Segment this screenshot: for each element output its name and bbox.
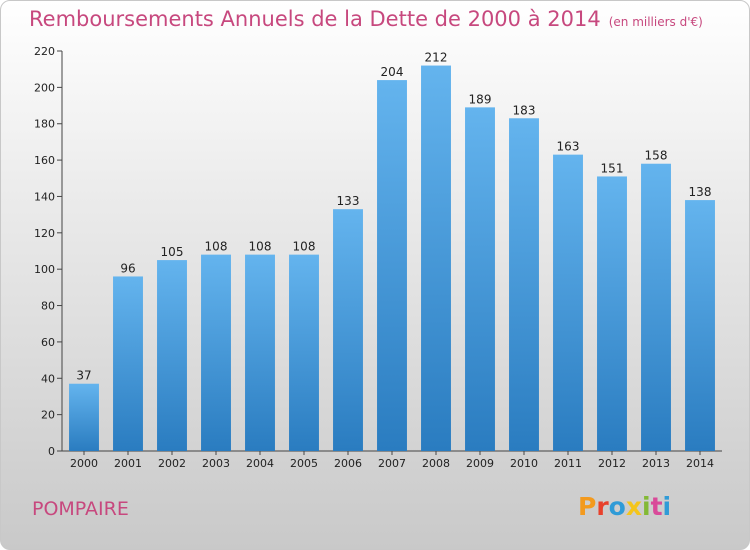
bar-2001 <box>113 276 143 451</box>
bar-2004 <box>245 254 275 451</box>
x-tick-label-2005: 2005 <box>290 457 318 470</box>
data-label-2002: 105 <box>161 245 184 259</box>
chart-title: Remboursements Annuels de la Dette de 20… <box>29 7 703 31</box>
bar-2009 <box>465 107 495 451</box>
bar-2013 <box>641 163 671 451</box>
y-tick-label: 220 <box>34 45 55 58</box>
bar-2011 <box>553 154 583 452</box>
commune-name: POMPAIRE <box>32 498 129 520</box>
y-tick-label: 100 <box>34 263 55 276</box>
logo-letter: o <box>608 492 626 521</box>
data-label-2003: 108 <box>205 240 228 254</box>
data-label-2014: 138 <box>689 185 712 199</box>
bar-2005 <box>289 254 319 451</box>
logo-letter: x <box>625 492 642 521</box>
y-tick-label: 60 <box>41 336 55 349</box>
x-tick-label-2008: 2008 <box>422 457 450 470</box>
data-label-2007: 204 <box>381 65 404 79</box>
title-text: Remboursements Annuels de la Dette de 20… <box>29 7 601 31</box>
logo-letter: t <box>650 492 663 521</box>
y-axis: 0 20 40 60 80 100 120 140 160 180 200 220 <box>34 45 63 458</box>
x-tick-label-2002: 2002 <box>158 457 186 470</box>
bar-2008 <box>421 65 451 451</box>
logo-letter: r <box>596 492 609 521</box>
bar-2006 <box>333 209 363 451</box>
bar-2012 <box>597 176 627 452</box>
x-tick-label-2013: 2013 <box>642 457 670 470</box>
y-tick-label: 120 <box>34 227 55 240</box>
x-tick-label-2000: 2000 <box>70 457 98 470</box>
logo-letter: P <box>578 492 597 521</box>
data-label-2008: 212 <box>425 51 448 65</box>
data-label-2000: 37 <box>76 369 91 383</box>
x-tick-label-2003: 2003 <box>202 457 230 470</box>
bar-2002 <box>157 260 187 451</box>
data-label-2013: 158 <box>645 149 668 163</box>
data-labels: 37 96 105 108 108 108 133 204 212 189 183 163 151 158… <box>76 51 711 383</box>
bar-2010 <box>509 118 539 451</box>
x-tick-label-2007: 2007 <box>378 457 406 470</box>
data-label-2005: 108 <box>293 240 316 254</box>
y-tick-label: 0 <box>48 445 55 458</box>
y-tick-label: 140 <box>34 190 55 203</box>
logo-letter: i <box>642 492 651 521</box>
y-tick-label: 180 <box>34 118 55 131</box>
data-label-2012: 151 <box>601 161 624 175</box>
data-label-2006: 133 <box>337 194 360 208</box>
x-tick-label-2009: 2009 <box>466 457 494 470</box>
x-tick-label-2010: 2010 <box>510 457 538 470</box>
x-tick-label-2011: 2011 <box>554 457 582 470</box>
data-label-2011: 163 <box>557 140 580 154</box>
y-tick-label: 80 <box>41 300 55 313</box>
bar-2014 <box>685 200 715 451</box>
title-unit: (en milliers d'€) <box>608 15 703 29</box>
x-tick-label-2001: 2001 <box>114 457 142 470</box>
y-tick-label: 200 <box>34 81 55 94</box>
y-tick-label: 20 <box>41 409 55 422</box>
bars <box>69 65 715 452</box>
x-tick-label-2006: 2006 <box>334 457 362 470</box>
x-tick-label-2004: 2004 <box>246 457 274 470</box>
data-label-2004: 108 <box>249 240 272 254</box>
data-label-2009: 189 <box>469 92 492 106</box>
data-label-2001: 96 <box>120 261 135 275</box>
y-tick-label: 160 <box>34 154 55 167</box>
bar-2003 <box>201 254 231 451</box>
x-axis: 2000 2001 2002 2003 2004 2005 2006 2007 2008 2009… <box>62 450 722 470</box>
data-label-2010: 183 <box>513 103 536 117</box>
x-tick-label-2014: 2014 <box>686 457 714 470</box>
bar-2007 <box>377 80 407 451</box>
proxiti-logo: Proxiti <box>578 492 671 521</box>
logo-letter: i <box>662 492 672 521</box>
y-tick-label: 40 <box>41 372 55 385</box>
x-tick-label-2012: 2012 <box>598 457 626 470</box>
bar-2000 <box>69 383 99 451</box>
